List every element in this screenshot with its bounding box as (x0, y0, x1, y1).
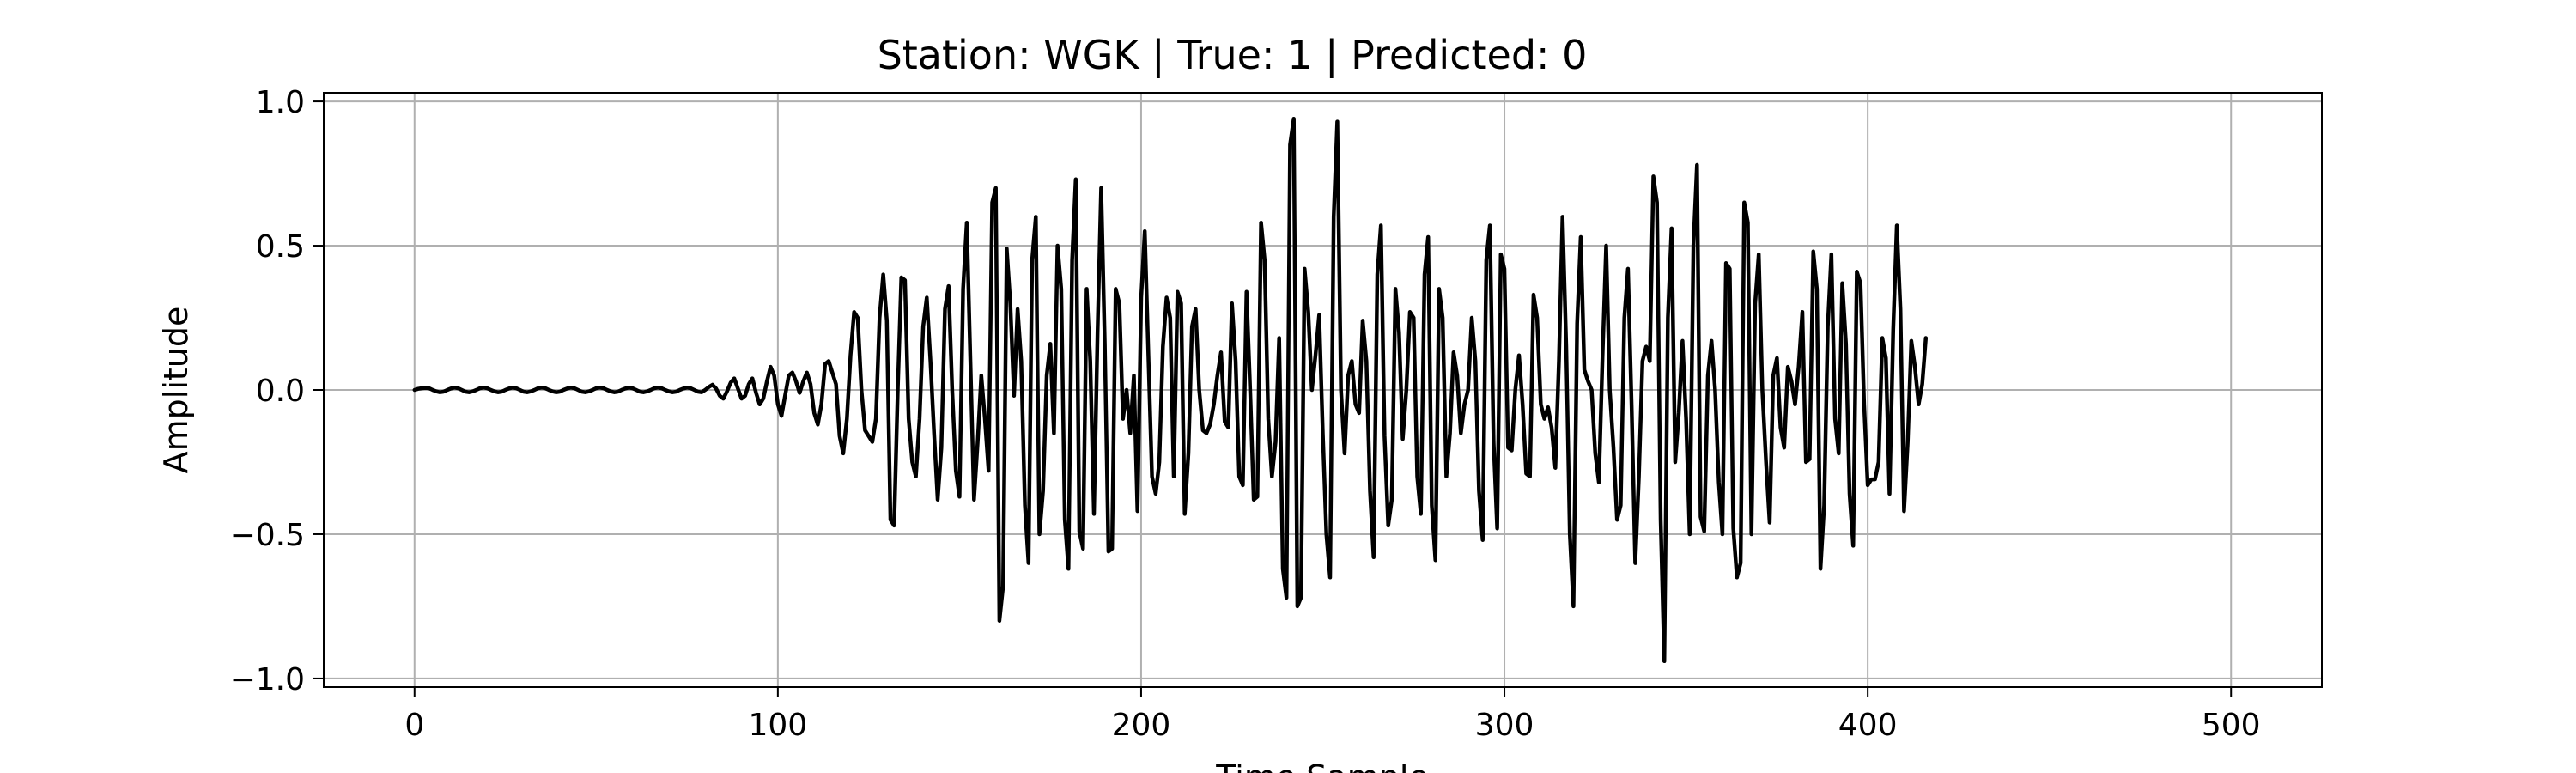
x-tick-label: 500 (2202, 708, 2261, 743)
y-tick-label: 1.0 (256, 85, 305, 120)
series-line (412, 116, 1929, 664)
chart-title: Station: WGK | True: 1 | Predicted: 0 (878, 32, 1588, 79)
y-tick-label: −0.5 (230, 518, 305, 553)
y-tick-label: −1.0 (230, 662, 305, 697)
y-tick-label: 0.5 (256, 229, 305, 265)
series-layer (412, 116, 1929, 664)
x-tick-label: 0 (404, 708, 424, 743)
x-tick-label: 300 (1475, 708, 1534, 743)
x-tick-label: 200 (1112, 708, 1171, 743)
x-axis-ticks: 0 100 200 300 400 500 (404, 687, 2261, 743)
x-tick-label: 400 (1838, 708, 1898, 743)
y-tick-label: 0.0 (256, 374, 305, 409)
x-axis-label: Time Sample (1215, 758, 1429, 773)
x-tick-label: 100 (749, 708, 808, 743)
y-axis-label: Amplitude (157, 307, 195, 474)
grid-lines (324, 93, 2322, 687)
y-axis-ticks: 1.0 0.5 0.0 −0.5 −1.0 (230, 85, 324, 697)
